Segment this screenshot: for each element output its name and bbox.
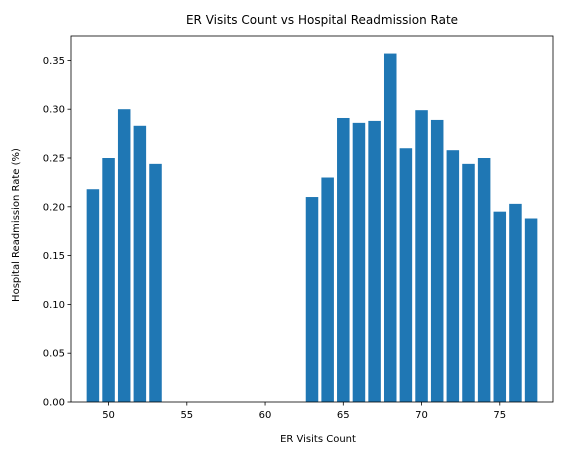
y-tick-label: 0.30 xyxy=(43,105,65,116)
y-tick-label: 0.20 xyxy=(43,202,65,213)
bar xyxy=(494,212,507,402)
y-tick-label: 0.35 xyxy=(43,56,65,67)
y-axis-label: Hospital Readmission Rate (%) xyxy=(11,148,22,302)
bar xyxy=(149,164,162,402)
chart-title: ER Visits Count vs Hospital Readmission … xyxy=(186,13,458,27)
y-tick-label: 0.05 xyxy=(43,349,65,360)
x-tick-label: 70 xyxy=(415,410,428,421)
bar xyxy=(447,150,460,402)
bar xyxy=(431,120,444,402)
x-ticks: 50 55 60 65 70 75 xyxy=(102,402,506,421)
bar xyxy=(509,204,522,402)
bar xyxy=(415,110,428,402)
bar xyxy=(384,54,397,402)
bar xyxy=(368,121,381,402)
bar xyxy=(134,126,147,402)
bar xyxy=(118,109,131,402)
bar xyxy=(337,118,350,402)
bar xyxy=(321,178,334,402)
bar xyxy=(478,158,491,402)
x-axis-label: ER Visits Count xyxy=(280,434,356,445)
bar xyxy=(306,197,319,402)
x-tick-label: 50 xyxy=(102,410,115,421)
bar xyxy=(400,148,413,402)
x-tick-label: 75 xyxy=(493,410,506,421)
bar xyxy=(462,164,475,402)
bar xyxy=(353,123,366,402)
bars xyxy=(87,54,538,402)
x-tick-label: 55 xyxy=(180,410,193,421)
y-tick-label: 0.15 xyxy=(43,251,65,262)
bar xyxy=(102,158,115,402)
x-tick-label: 65 xyxy=(337,410,350,421)
x-tick-label: 60 xyxy=(259,410,272,421)
bar xyxy=(87,189,100,402)
y-tick-label: 0.10 xyxy=(43,300,65,311)
bar xyxy=(525,219,538,402)
y-tick-label: 0.25 xyxy=(43,154,65,165)
y-ticks: 0.00 0.05 0.10 0.15 0.20 0.25 0.30 0.35 xyxy=(43,56,71,409)
y-tick-label: 0.00 xyxy=(43,398,65,409)
